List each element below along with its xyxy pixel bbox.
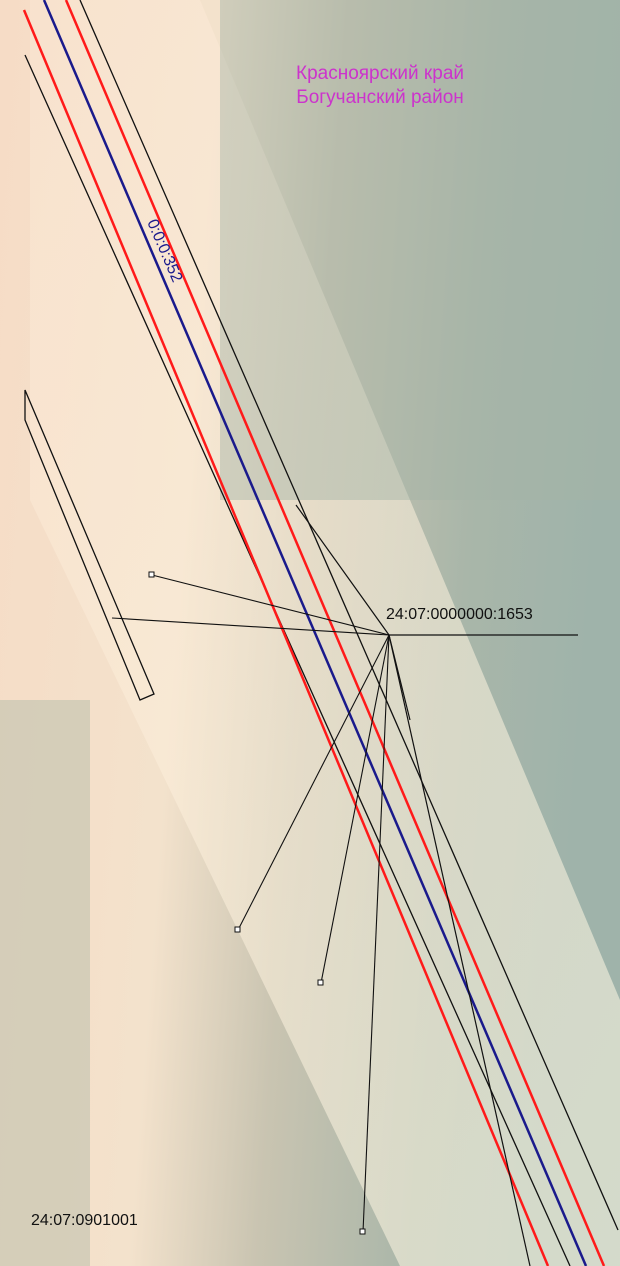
leader-end-marker[interactable]	[317, 979, 324, 986]
leader-end-marker[interactable]	[359, 1228, 366, 1235]
cadastral-quarter-label: 24:07:0901001	[31, 1212, 138, 1229]
red-line-right	[64, 0, 606, 1266]
leader-line	[111, 617, 390, 636]
imagery-left-edge	[0, 700, 90, 1266]
road-outer-boundary-left	[24, 54, 571, 1266]
leader-end-marker[interactable]	[234, 926, 241, 933]
leader-line	[151, 574, 390, 636]
red-line-left	[22, 9, 550, 1266]
region-label-line2: Богучанский район	[296, 87, 464, 108]
road-outer-boundary-right	[79, 0, 619, 1231]
leader-line	[237, 634, 390, 931]
region-label: Красноярский край Богучанский район	[250, 62, 510, 110]
imagery-light-strip	[30, 0, 620, 1266]
parcel-number-label[interactable]: 24:07:0000000:1653	[386, 606, 533, 623]
leader-end-marker[interactable]	[148, 571, 155, 578]
imagery-top-green	[220, 0, 620, 500]
leader-line	[320, 634, 390, 984]
road-centerline	[42, 0, 588, 1266]
leader-line	[362, 634, 390, 1233]
parcel-boundary-long	[388, 634, 531, 1266]
region-label-line1: Красноярский край	[296, 63, 464, 84]
narrow-parcel-strip[interactable]	[24, 389, 155, 701]
